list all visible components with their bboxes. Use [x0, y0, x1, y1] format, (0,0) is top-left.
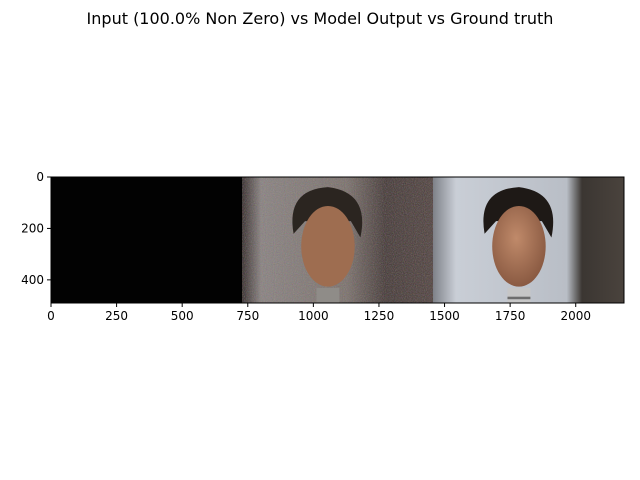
y-tick-label: 0	[36, 170, 44, 184]
x-tick-label: 750	[236, 309, 259, 323]
y-tick-label: 200	[21, 221, 44, 235]
x-tick-label: 1000	[298, 309, 329, 323]
model-output-panel	[242, 177, 433, 303]
ground-truth-panel	[433, 177, 624, 303]
x-tick-label: 1500	[429, 309, 460, 323]
x-tick-label: 2000	[560, 309, 591, 323]
x-tick-label: 1750	[495, 309, 526, 323]
plot-area	[51, 177, 624, 303]
x-tick-label: 1250	[364, 309, 395, 323]
x-tick-label: 0	[47, 309, 55, 323]
axes-frame	[50, 176, 625, 304]
figure-title: Input (100.0% Non Zero) vs Model Output …	[87, 9, 554, 28]
input-panel	[51, 177, 242, 303]
y-tick-label: 400	[21, 273, 44, 287]
x-tick-label: 500	[171, 309, 194, 323]
y-axis: 0 200 400	[21, 170, 51, 287]
x-axis: 0 250 500 750 1000 1250 1500 1750 2000	[47, 303, 591, 323]
x-tick-label: 250	[105, 309, 128, 323]
